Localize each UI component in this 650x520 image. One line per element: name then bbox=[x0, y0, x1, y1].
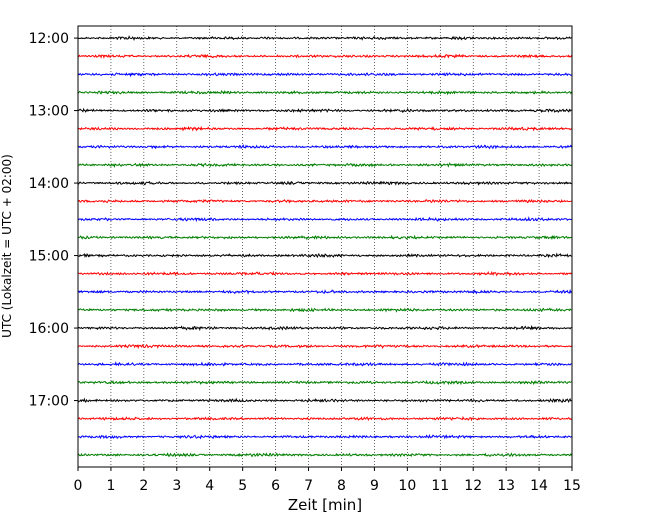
x-tick-label-12: 12 bbox=[464, 478, 482, 494]
trace-6 bbox=[77, 144, 572, 150]
x-tick-label-9: 9 bbox=[370, 478, 379, 494]
trace-17 bbox=[77, 343, 572, 350]
trace-23 bbox=[77, 452, 572, 458]
trace-2 bbox=[77, 72, 572, 78]
y-axis-ticks: 12:00 13:00 14:00 15:00 16:00 17:00 bbox=[29, 31, 78, 410]
x-tick-label-14: 14 bbox=[530, 478, 548, 494]
trace-22 bbox=[77, 434, 572, 440]
x-tick-label-10: 10 bbox=[398, 478, 416, 494]
x-axis-label: Zeit [min] bbox=[288, 496, 362, 514]
x-tick-label-4: 4 bbox=[205, 478, 214, 494]
trace-9 bbox=[77, 198, 572, 204]
x-tick-label-11: 11 bbox=[431, 478, 449, 494]
x-tick-label-15: 15 bbox=[563, 478, 581, 494]
x-tick-label-8: 8 bbox=[337, 478, 346, 494]
traces bbox=[77, 35, 572, 458]
y-tick-label-1: 13:00 bbox=[29, 104, 69, 120]
x-tick-label-3: 3 bbox=[172, 478, 181, 494]
x-tick-label-5: 5 bbox=[238, 478, 247, 494]
x-axis-ticks: 0 1 2 3 4 5 6 7 8 9 10 11 12 13 14 15 bbox=[74, 467, 581, 494]
y-tick-label-5: 17:00 bbox=[29, 394, 69, 410]
trace-1 bbox=[77, 53, 572, 59]
trace-7 bbox=[77, 162, 572, 168]
trace-5 bbox=[77, 125, 572, 132]
y-tick-label-0: 12:00 bbox=[29, 31, 69, 47]
trace-4 bbox=[77, 107, 572, 114]
trace-16 bbox=[77, 324, 572, 332]
x-tick-label-1: 1 bbox=[106, 478, 115, 494]
trace-20 bbox=[77, 397, 572, 404]
y-axis-label: UTC (Lokalzeit = UTC + 02:00) bbox=[0, 154, 14, 338]
y-tick-label-2: 14:00 bbox=[29, 176, 69, 192]
trace-13 bbox=[77, 270, 572, 277]
x-tick-label-13: 13 bbox=[497, 478, 515, 494]
x-tick-label-7: 7 bbox=[304, 478, 313, 494]
trace-14 bbox=[77, 288, 572, 295]
trace-8 bbox=[77, 180, 572, 186]
x-tick-label-0: 0 bbox=[74, 478, 83, 494]
trace-15 bbox=[77, 307, 572, 313]
trace-21 bbox=[77, 415, 572, 422]
trace-10 bbox=[77, 216, 572, 223]
trace-18 bbox=[77, 361, 572, 367]
trace-11 bbox=[77, 234, 572, 241]
trace-12 bbox=[77, 252, 572, 259]
trace-0 bbox=[77, 35, 572, 41]
x-tick-label-6: 6 bbox=[271, 478, 280, 494]
trace-19 bbox=[77, 379, 572, 386]
x-tick-label-2: 2 bbox=[139, 478, 148, 494]
plot-frame bbox=[77, 25, 573, 468]
trace-3 bbox=[77, 89, 572, 96]
y-tick-label-3: 15:00 bbox=[29, 249, 69, 265]
y-tick-label-4: 16:00 bbox=[29, 321, 69, 337]
